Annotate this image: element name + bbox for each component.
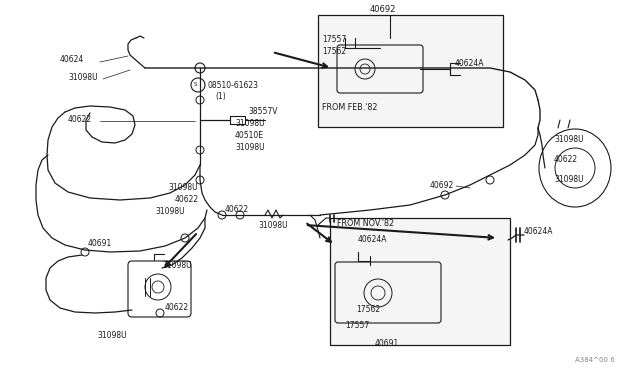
Text: 40622: 40622 [68,115,92,125]
Text: 31098U: 31098U [235,144,264,153]
Text: 31098U: 31098U [258,221,287,230]
Text: 31098U: 31098U [554,176,584,185]
Bar [318,15,503,127]
Text: 31098U: 31098U [97,330,127,340]
Text: 31098U: 31098U [554,135,584,144]
Text: 40622: 40622 [175,196,199,205]
Text: 40622: 40622 [225,205,249,215]
Text: (1): (1) [215,93,226,102]
Text: FROM NOV.'82: FROM NOV.'82 [337,218,394,228]
Text: 40691: 40691 [88,238,112,247]
Text: 17562: 17562 [356,305,380,314]
Text: FROM FEB.'82: FROM FEB.'82 [322,103,378,112]
Text: 17557: 17557 [322,35,346,45]
Text: 40624A: 40624A [455,58,484,67]
Text: A384^00 6: A384^00 6 [575,357,615,363]
Text: S: S [193,83,196,87]
Text: 40692: 40692 [370,6,396,15]
Text: 08510-61623: 08510-61623 [208,80,259,90]
Text: 31098U: 31098U [162,260,191,269]
Text: 17557: 17557 [345,321,369,330]
Bar [330,218,510,345]
Text: 40691: 40691 [375,339,399,347]
Text: 31098U: 31098U [235,119,264,128]
Text: 40692: 40692 [430,180,454,189]
Text: 40624: 40624 [60,55,84,64]
Text: 17562: 17562 [322,48,346,57]
Text: 31098U: 31098U [68,74,98,83]
Text: 40622: 40622 [165,304,189,312]
Text: 31098U: 31098U [168,183,198,192]
Text: 40624A: 40624A [358,235,387,244]
Text: 38557V: 38557V [248,108,278,116]
Text: 31098U: 31098U [155,208,184,217]
Text: 40624A: 40624A [524,228,554,237]
Text: 40622: 40622 [554,155,578,164]
Text: 40510E: 40510E [235,131,264,141]
